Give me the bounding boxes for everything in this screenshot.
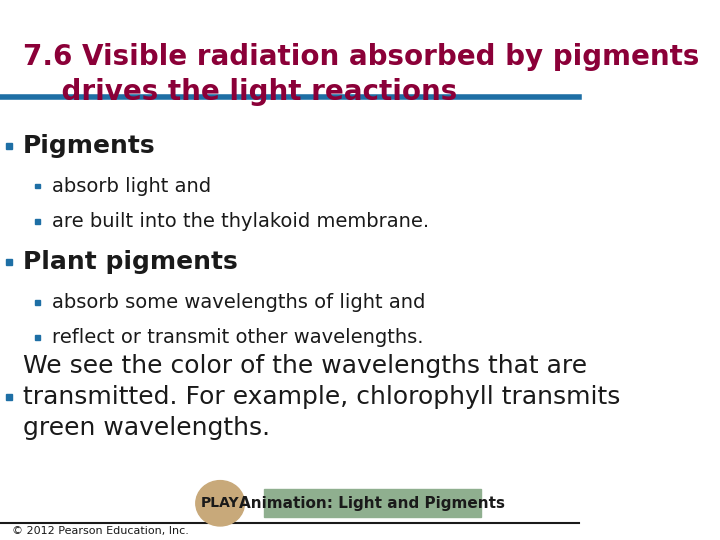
Bar <box>264 489 481 517</box>
Text: Animation: Light and Pigments: Animation: Light and Pigments <box>239 496 505 511</box>
Bar <box>35 335 40 340</box>
Circle shape <box>196 481 245 526</box>
Bar <box>6 394 12 400</box>
Text: PLAY: PLAY <box>201 496 240 510</box>
Text: are built into the thylakoid membrane.: are built into the thylakoid membrane. <box>52 212 429 231</box>
Text: © 2012 Pearson Education, Inc.: © 2012 Pearson Education, Inc. <box>12 525 189 536</box>
Bar <box>35 184 40 188</box>
Text: We see the color of the wavelengths that are
transmitted. For example, chlorophy: We see the color of the wavelengths that… <box>23 354 621 440</box>
Text: Plant pigments: Plant pigments <box>23 250 238 274</box>
Text: absorb some wavelengths of light and: absorb some wavelengths of light and <box>52 293 426 312</box>
Bar <box>6 259 12 265</box>
Bar <box>35 300 40 305</box>
Bar <box>6 143 12 148</box>
Text: reflect or transmit other wavelengths.: reflect or transmit other wavelengths. <box>52 328 423 347</box>
Text: 7.6 Visible radiation absorbed by pigments
    drives the light reactions: 7.6 Visible radiation absorbed by pigmen… <box>23 43 700 106</box>
Text: absorb light and: absorb light and <box>52 177 211 196</box>
Text: Pigments: Pigments <box>23 134 156 158</box>
Bar <box>35 219 40 224</box>
